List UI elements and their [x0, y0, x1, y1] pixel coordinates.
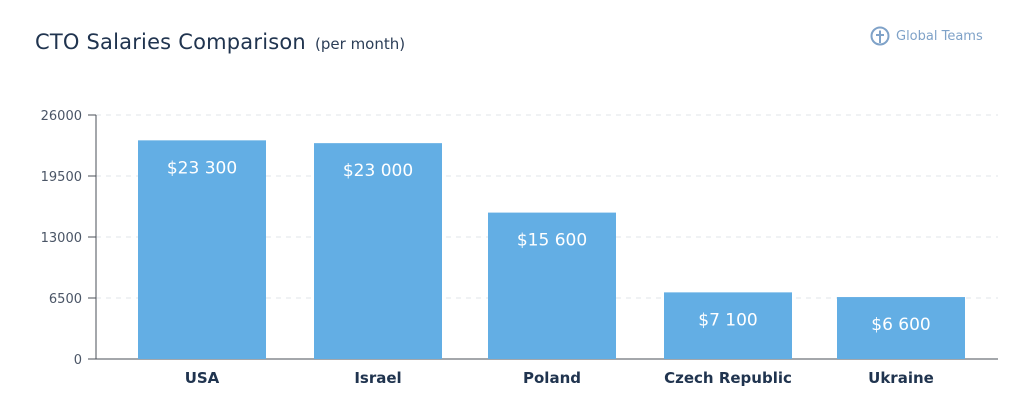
bar — [138, 140, 266, 359]
x-tick-label: Ukraine — [868, 369, 934, 387]
bar — [837, 297, 965, 359]
data-label: $15 600 — [517, 231, 587, 251]
bar — [314, 143, 442, 359]
data-label: $6 600 — [871, 315, 930, 335]
chart-title: CTO Salaries Comparison — [35, 30, 306, 54]
y-tick-label: 13000 — [41, 231, 82, 246]
y-tick-label: 19500 — [41, 170, 82, 185]
x-tick-label: USA — [185, 369, 220, 387]
gt-logo-icon — [870, 26, 890, 46]
data-label: $7 100 — [698, 310, 757, 330]
x-tick-label: Israel — [354, 369, 401, 387]
chart-title-row: CTO Salaries Comparison (per month) — [35, 30, 405, 54]
y-tick-label: 26000 — [41, 109, 82, 124]
y-tick-label: 6500 — [49, 292, 82, 307]
brand-logo: Global Teams — [870, 26, 983, 46]
bar — [664, 292, 792, 359]
y-tick-label: 0 — [74, 353, 82, 368]
data-label: $23 300 — [167, 158, 237, 178]
x-tick-label: Czech Republic — [664, 369, 792, 387]
brand-name: Global Teams — [896, 28, 983, 44]
chart-subtitle: (per month) — [315, 35, 406, 53]
x-tick-label: Poland — [523, 369, 581, 387]
bar — [488, 212, 616, 359]
data-label: $23 000 — [343, 161, 413, 181]
